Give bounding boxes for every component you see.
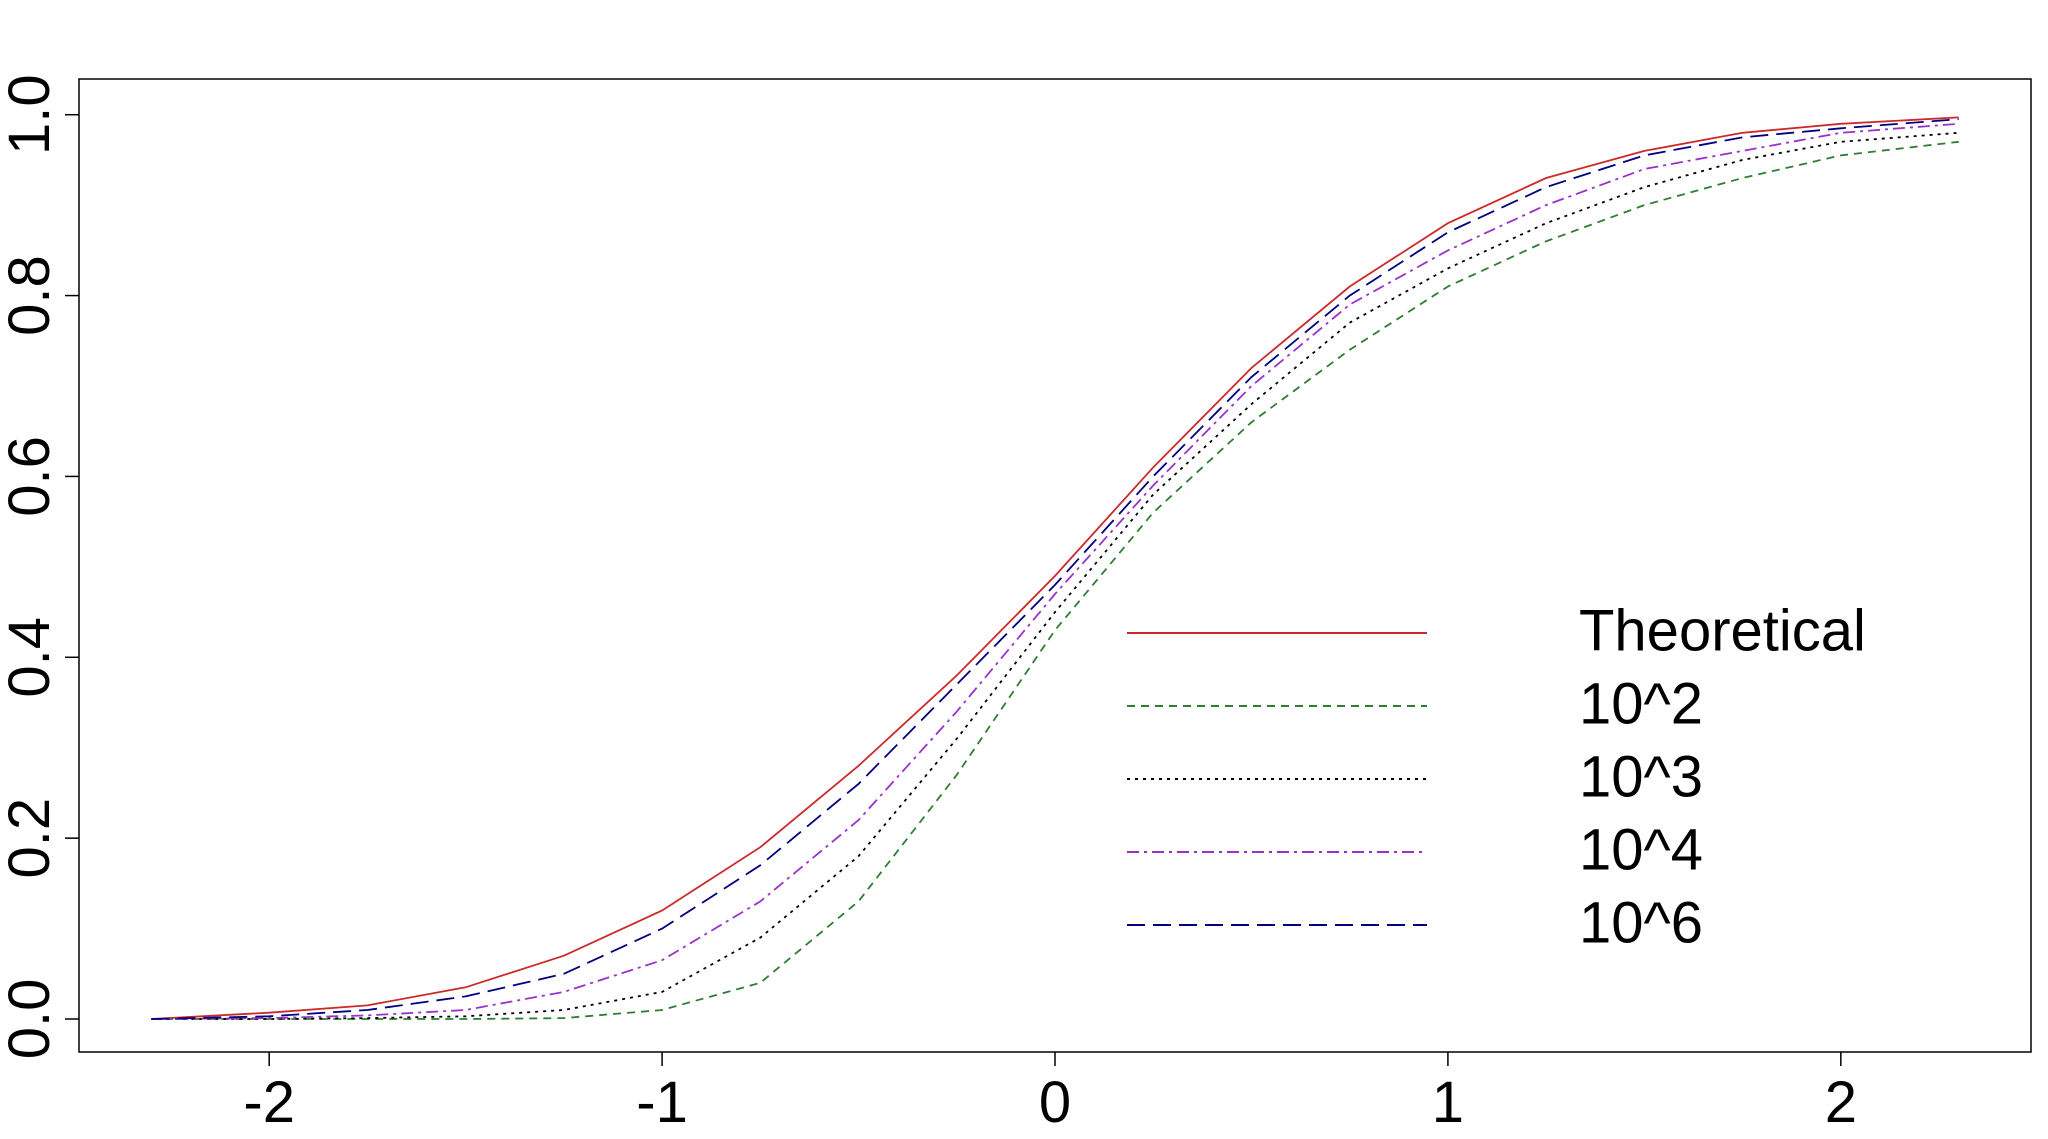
x-tick-label: 1	[1432, 1070, 1464, 1135]
legend-label: Theoretical	[1579, 598, 1866, 663]
series-line	[151, 118, 1959, 1020]
y-tick-label: 0.6	[0, 436, 62, 517]
x-tick-label: 2	[1825, 1070, 1857, 1135]
series-line	[151, 122, 1959, 1020]
y-tick-label: 0.2	[0, 798, 62, 879]
y-tick-label: 0.0	[0, 979, 62, 1060]
y-tick-label: 0.8	[0, 255, 62, 336]
series-line	[151, 140, 1959, 1020]
y-tick-label: 0.4	[0, 617, 62, 698]
x-tick-label: -1	[636, 1070, 688, 1135]
y-tick-label: 1.0	[0, 74, 62, 155]
x-tick-label: 0	[1039, 1070, 1071, 1135]
legend-label: 10^6	[1579, 890, 1703, 955]
series-line	[151, 131, 1959, 1020]
series-line	[151, 116, 1959, 1020]
plot-frame	[78, 78, 2032, 1053]
legend-label: 10^4	[1579, 817, 1703, 882]
legend-label: 10^2	[1579, 671, 1703, 736]
legend-label: 10^3	[1579, 744, 1703, 809]
x-tick-label: -2	[243, 1070, 295, 1135]
